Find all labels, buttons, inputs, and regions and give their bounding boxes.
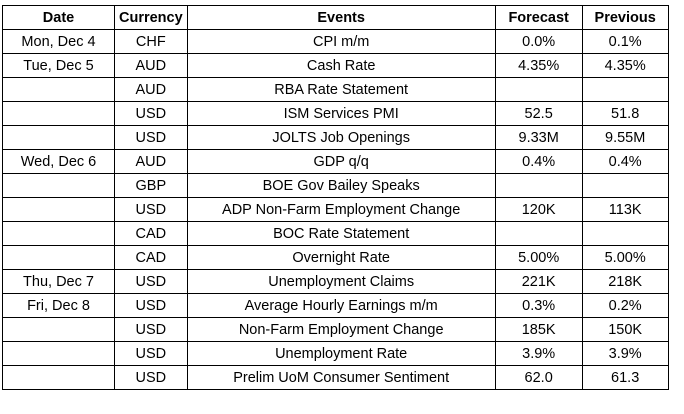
- previous-cell: 0.2%: [581, 293, 669, 318]
- previous-cell: 61.3: [581, 365, 669, 390]
- forecast-cell: 0.0%: [494, 29, 583, 54]
- currency-cell: CHF: [114, 29, 188, 54]
- forecast-cell: 120K: [494, 197, 583, 222]
- currency-cell: AUD: [114, 77, 188, 102]
- forecast-cell: 4.35%: [494, 53, 583, 78]
- currency-cell: CAD: [114, 245, 188, 270]
- currency-cell: USD: [114, 125, 188, 150]
- currency-cell: USD: [114, 365, 188, 390]
- table-row: Mon, Dec 4 CHF CPI m/m 0.0% 0.1%: [2, 29, 669, 54]
- date-cell: Fri, Dec 8: [2, 293, 115, 318]
- event-cell: BOC Rate Statement: [186, 221, 496, 246]
- event-cell: Average Hourly Earnings m/m: [186, 293, 496, 318]
- previous-cell: [581, 221, 669, 246]
- forecast-cell: 221K: [494, 269, 583, 294]
- calendar-container: Date Currency Events Forecast Previous M…: [2, 5, 669, 390]
- currency-cell: USD: [114, 317, 188, 342]
- table-body: Mon, Dec 4 CHF CPI m/m 0.0% 0.1% Tue, Dec 5 AU…: [2, 29, 669, 390]
- table-row: GBP BOE Gov Bailey Speaks: [2, 173, 669, 198]
- forecast-cell: [494, 77, 583, 102]
- header-forecast: Forecast: [494, 5, 583, 30]
- date-cell: Wed, Dec 6: [2, 149, 115, 174]
- event-cell: JOLTS Job Openings: [186, 125, 496, 150]
- table-row: Wed, Dec 6 AUD GDP q/q 0.4% 0.4%: [2, 149, 669, 174]
- header-events: Events: [186, 5, 496, 30]
- event-cell: Prelim UoM Consumer Sentiment: [186, 365, 496, 390]
- currency-cell: GBP: [114, 173, 188, 198]
- date-cell: [2, 221, 115, 246]
- previous-cell: 218K: [581, 269, 669, 294]
- header-row: Date Currency Events Forecast Previous: [2, 5, 669, 30]
- event-cell: BOE Gov Bailey Speaks: [186, 173, 496, 198]
- date-cell: [2, 125, 115, 150]
- forecast-cell: 62.0: [494, 365, 583, 390]
- previous-cell: 9.55M: [581, 125, 669, 150]
- table-row: USD Unemployment Rate 3.9% 3.9%: [2, 341, 669, 366]
- date-cell: [2, 101, 115, 126]
- event-cell: CPI m/m: [186, 29, 496, 54]
- forecast-cell: 0.4%: [494, 149, 583, 174]
- date-cell: [2, 317, 115, 342]
- currency-cell: USD: [114, 197, 188, 222]
- event-cell: ADP Non-Farm Employment Change: [186, 197, 496, 222]
- event-cell: Overnight Rate: [186, 245, 496, 270]
- table-row: Fri, Dec 8 USD Average Hourly Earnings m/m…: [2, 293, 669, 318]
- header-previous: Previous: [581, 5, 669, 30]
- forecast-cell: 185K: [494, 317, 583, 342]
- date-cell: Thu, Dec 7: [2, 269, 115, 294]
- previous-cell: [581, 77, 669, 102]
- event-cell: ISM Services PMI: [186, 101, 496, 126]
- event-cell: RBA Rate Statement: [186, 77, 496, 102]
- event-cell: Unemployment Claims: [186, 269, 496, 294]
- table-row: CAD BOC Rate Statement: [2, 221, 669, 246]
- previous-cell: 0.1%: [581, 29, 669, 54]
- table-row: USD ISM Services PMI 52.5 51.8: [2, 101, 669, 126]
- header-currency: Currency: [114, 5, 188, 30]
- date-cell: [2, 197, 115, 222]
- date-cell: [2, 341, 115, 366]
- currency-cell: CAD: [114, 221, 188, 246]
- previous-cell: 5.00%: [581, 245, 669, 270]
- currency-cell: AUD: [114, 149, 188, 174]
- table-row: CAD Overnight Rate 5.00% 5.00%: [2, 245, 669, 270]
- event-cell: Cash Rate: [186, 53, 496, 78]
- date-cell: Mon, Dec 4: [2, 29, 115, 54]
- forecast-cell: 52.5: [494, 101, 583, 126]
- date-cell: [2, 77, 115, 102]
- event-cell: GDP q/q: [186, 149, 496, 174]
- table-row: USD Prelim UoM Consumer Sentiment 62.0 61.3: [2, 365, 669, 390]
- currency-cell: USD: [114, 293, 188, 318]
- event-cell: Unemployment Rate: [186, 341, 496, 366]
- date-cell: [2, 365, 115, 390]
- forecast-cell: [494, 173, 583, 198]
- currency-cell: AUD: [114, 53, 188, 78]
- previous-cell: 150K: [581, 317, 669, 342]
- forecast-cell: [494, 221, 583, 246]
- date-cell: [2, 245, 115, 270]
- table-row: USD ADP Non-Farm Employment Change 120K 113…: [2, 197, 669, 222]
- previous-cell: 0.4%: [581, 149, 669, 174]
- forecast-cell: 3.9%: [494, 341, 583, 366]
- previous-cell: 4.35%: [581, 53, 669, 78]
- table-row: USD Non-Farm Employment Change 185K 150K: [2, 317, 669, 342]
- date-cell: Tue, Dec 5: [2, 53, 115, 78]
- currency-cell: USD: [114, 269, 188, 294]
- table-row: Thu, Dec 7 USD Unemployment Claims 221K 218K: [2, 269, 669, 294]
- table-row: USD JOLTS Job Openings 9.33M 9.55M: [2, 125, 669, 150]
- forecast-cell: 9.33M: [494, 125, 583, 150]
- economic-calendar-table: Date Currency Events Forecast Previous M…: [2, 5, 669, 390]
- event-cell: Non-Farm Employment Change: [186, 317, 496, 342]
- previous-cell: 3.9%: [581, 341, 669, 366]
- table-row: AUD RBA Rate Statement: [2, 77, 669, 102]
- table-row: Tue, Dec 5 AUD Cash Rate 4.35% 4.35%: [2, 53, 669, 78]
- header-date: Date: [2, 5, 115, 30]
- date-cell: [2, 173, 115, 198]
- currency-cell: USD: [114, 341, 188, 366]
- forecast-cell: 0.3%: [494, 293, 583, 318]
- previous-cell: [581, 173, 669, 198]
- previous-cell: 113K: [581, 197, 669, 222]
- previous-cell: 51.8: [581, 101, 669, 126]
- forecast-cell: 5.00%: [494, 245, 583, 270]
- currency-cell: USD: [114, 101, 188, 126]
